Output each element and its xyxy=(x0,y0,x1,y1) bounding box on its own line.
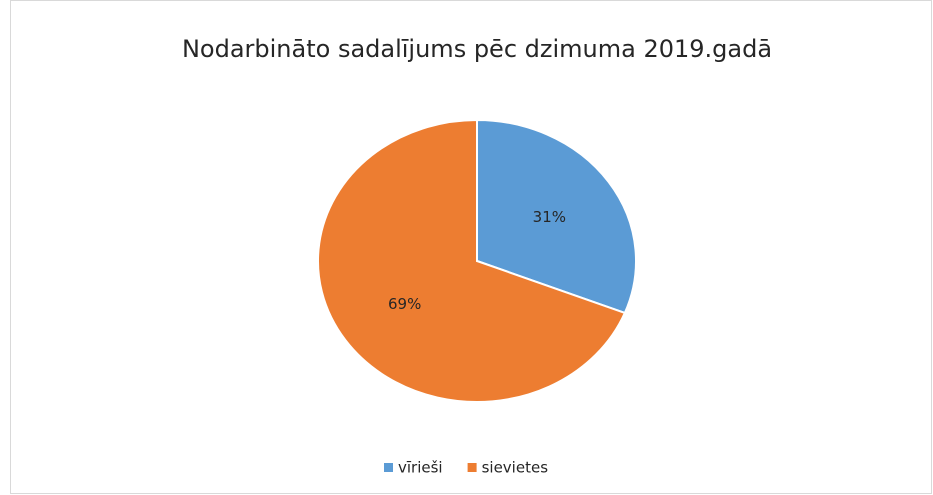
pie-slice xyxy=(476,118,637,315)
legend-label: sievietes xyxy=(482,459,549,477)
legend-swatch xyxy=(467,463,477,472)
pie-slice xyxy=(317,118,627,403)
legend-swatch xyxy=(384,463,393,472)
chart-title: Nodarbināto sadalījums pēc dzimuma 2019.… xyxy=(182,35,772,63)
data-label: 31% xyxy=(533,208,566,226)
legend-label: vīrieši xyxy=(398,459,443,477)
data-label: 69% xyxy=(388,295,421,313)
